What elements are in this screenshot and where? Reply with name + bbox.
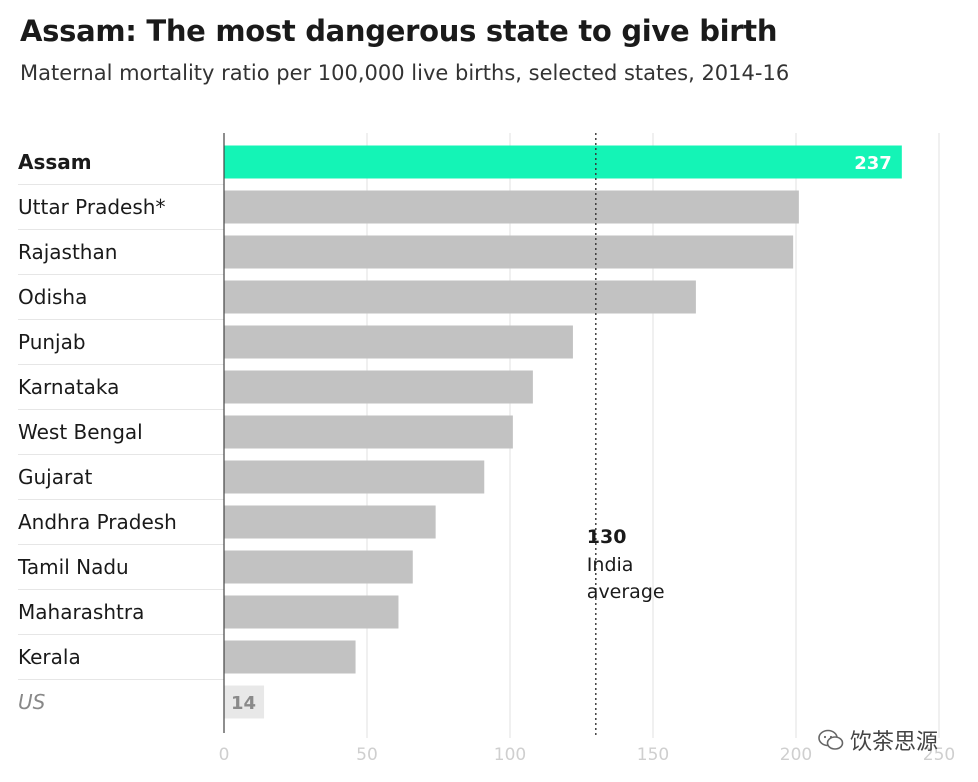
category-label-odisha: Odisha <box>18 285 87 309</box>
category-label-maharashtra: Maharashtra <box>18 600 144 624</box>
wechat-icon <box>818 729 844 750</box>
bars: 237 14 <box>224 145 902 719</box>
category-label-karnataka: Karnataka <box>18 375 119 399</box>
bar-rajasthan <box>224 235 794 269</box>
chart-title: Assam: The most dangerous state to give … <box>20 14 778 48</box>
row-separators <box>18 184 224 680</box>
bar-uttar-pradesh <box>224 190 799 224</box>
bar-andhra-pradesh <box>224 505 436 539</box>
bar-assam <box>224 145 902 179</box>
bar-odisha <box>224 280 696 314</box>
x-tick-label-250: 250 <box>923 745 955 765</box>
bar-gujarat <box>224 460 485 494</box>
bar-us <box>224 685 265 719</box>
category-label-tamil-nadu: Tamil Nadu <box>17 555 129 579</box>
x-tick-label-50: 50 <box>356 745 378 765</box>
x-tick-label-150: 150 <box>637 745 669 765</box>
data-label-us: 14 <box>231 693 256 714</box>
bar-maharashtra <box>224 595 399 629</box>
category-labels: Assam Uttar Pradesh* Rajasthan Odisha Punjab… <box>17 150 177 714</box>
data-label-assam: 237 <box>854 153 892 174</box>
x-tick-label-0: 0 <box>219 745 230 765</box>
chart-subtitle: Maternal mortality ratio per 100,000 liv… <box>20 61 790 85</box>
category-label-gujarat: Gujarat <box>18 465 92 489</box>
bar-karnataka <box>224 370 533 404</box>
category-label-kerala: Kerala <box>18 645 81 669</box>
x-axis-ticks: 0 50 100 150 200 250 <box>219 745 956 765</box>
category-label-rajasthan: Rajasthan <box>18 240 117 264</box>
bar-tamil-nadu <box>224 550 413 584</box>
watermark-text: 饮茶思源 <box>850 730 939 755</box>
x-tick-label-100: 100 <box>494 745 526 765</box>
bar-kerala <box>224 640 356 674</box>
category-label-us: US <box>18 690 46 714</box>
watermark: 饮茶思源 <box>818 724 938 756</box>
category-label-andhra-pradesh: Andhra Pradesh <box>18 510 177 534</box>
category-label-assam: Assam <box>18 150 92 174</box>
bar-punjab <box>224 325 573 359</box>
category-label-uttar-pradesh: Uttar Pradesh* <box>18 195 165 219</box>
x-tick-label-200: 200 <box>780 745 812 765</box>
bar-west-bengal <box>224 415 513 449</box>
category-label-punjab: Punjab <box>18 330 86 354</box>
india-average-label-2: average <box>587 581 665 603</box>
average-annotation: 130 India average <box>587 133 665 738</box>
category-label-west-bengal: West Bengal <box>18 420 143 444</box>
india-average-label-1: India <box>587 554 634 576</box>
india-average-value: 130 <box>587 526 627 548</box>
